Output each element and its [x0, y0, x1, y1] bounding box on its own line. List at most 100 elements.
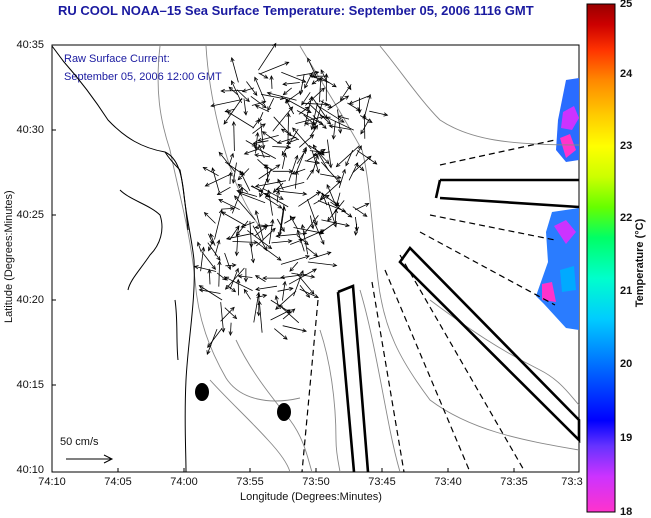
current-vector-head: [265, 178, 270, 184]
current-vector-head: [282, 152, 287, 158]
current-vector-head: [229, 152, 234, 158]
current-vector-head: [372, 160, 378, 165]
current-vector: [355, 145, 362, 157]
current-vector: [311, 102, 318, 130]
current-vector: [363, 94, 371, 120]
current-vector-head: [304, 121, 309, 126]
current-vector: [243, 98, 247, 115]
current-vector-head: [218, 199, 224, 203]
current-vector-head: [237, 175, 243, 181]
current-vector-head: [267, 189, 272, 195]
current-vector: [268, 219, 274, 245]
current-vector: [252, 123, 266, 134]
current-vector-head: [254, 210, 259, 215]
current-vector-head: [203, 211, 209, 217]
current-vector: [254, 146, 276, 159]
current-vector-head: [279, 95, 285, 100]
current-vector-head: [310, 274, 316, 279]
colorbar-tick: 19: [620, 432, 633, 444]
current-vector: [255, 132, 259, 154]
current-vector-head: [324, 194, 330, 199]
current-vector: [282, 325, 307, 332]
current-vector: [276, 182, 305, 190]
current-vector: [234, 195, 256, 221]
current-vector: [243, 289, 251, 300]
current-vector: [255, 285, 278, 290]
colorbar-tick: 18: [620, 506, 633, 518]
current-vector-head: [237, 274, 243, 279]
current-vector: [232, 241, 258, 243]
current-vector-head: [275, 189, 281, 195]
current-vector-head: [325, 116, 331, 121]
current-vector-head: [324, 102, 330, 107]
current-vector-head: [314, 294, 319, 298]
current-vector-head: [290, 308, 296, 313]
current-vector: [321, 193, 328, 206]
current-vector-head: [341, 208, 347, 213]
current-vector: [304, 160, 320, 164]
current-vector-head: [231, 287, 237, 293]
current-vector: [312, 219, 325, 245]
current-vector-head: [258, 144, 263, 150]
current-vector-head: [326, 120, 332, 125]
current-vector-head: [216, 239, 221, 245]
current-vector: [340, 84, 352, 101]
current-vector-head: [359, 166, 365, 172]
current-vector: [246, 81, 258, 96]
current-vector: [255, 224, 274, 228]
current-vector: [268, 190, 273, 216]
current-vector-head: [312, 268, 318, 273]
current-vector-head: [231, 263, 237, 268]
current-vector: [238, 275, 253, 278]
current-vector: [258, 144, 265, 159]
current-vector-head: [204, 182, 210, 187]
current-vector-head: [208, 246, 212, 252]
current-vector-head: [261, 131, 267, 136]
current-vector-head: [251, 142, 257, 147]
current-vector-head: [309, 134, 315, 139]
current-vector: [224, 276, 253, 291]
current-vector: [304, 71, 313, 89]
current-vector: [326, 116, 354, 131]
current-vector-head: [287, 239, 293, 244]
current-vector: [307, 261, 337, 266]
current-vector: [259, 61, 289, 75]
current-vector-head: [257, 137, 263, 142]
current-vector: [197, 242, 202, 253]
current-vector-head: [235, 267, 239, 273]
y-tick-label: 40:35: [16, 39, 44, 51]
current-vector-head: [336, 178, 341, 184]
current-vector-head: [198, 285, 204, 290]
current-vector-head: [288, 106, 294, 111]
current-vector: [264, 196, 282, 209]
current-vector: [229, 225, 240, 240]
current-vector-head: [217, 260, 222, 266]
current-vector: [359, 115, 373, 123]
current-vector: [289, 215, 298, 229]
current-vector-head: [282, 81, 288, 87]
current-vector-head: [304, 106, 310, 111]
current-vector-head: [257, 300, 262, 306]
current-label-line1: Raw Surface Current:: [64, 53, 170, 65]
current-vector-head: [255, 131, 260, 137]
current-vector: [221, 90, 243, 92]
current-vector-head: [319, 115, 325, 120]
colorbar-tick: 21: [620, 285, 633, 297]
current-vector: [205, 172, 233, 187]
current-vector: [276, 233, 306, 237]
current-vector: [347, 102, 361, 111]
current-vector: [260, 122, 264, 149]
current-vector: [238, 192, 266, 204]
current-vector-head: [311, 80, 317, 85]
current-vector: [297, 229, 305, 252]
current-vector: [271, 240, 292, 244]
current-vector: [267, 98, 275, 111]
current-vector-head: [344, 95, 350, 100]
current-vector-head: [243, 277, 248, 283]
current-vector-head: [284, 61, 290, 66]
current-vector: [356, 150, 377, 165]
current-vector-head: [234, 251, 239, 257]
current-vector-head: [308, 74, 314, 79]
current-vector: [236, 226, 239, 256]
current-vector: [258, 112, 264, 122]
